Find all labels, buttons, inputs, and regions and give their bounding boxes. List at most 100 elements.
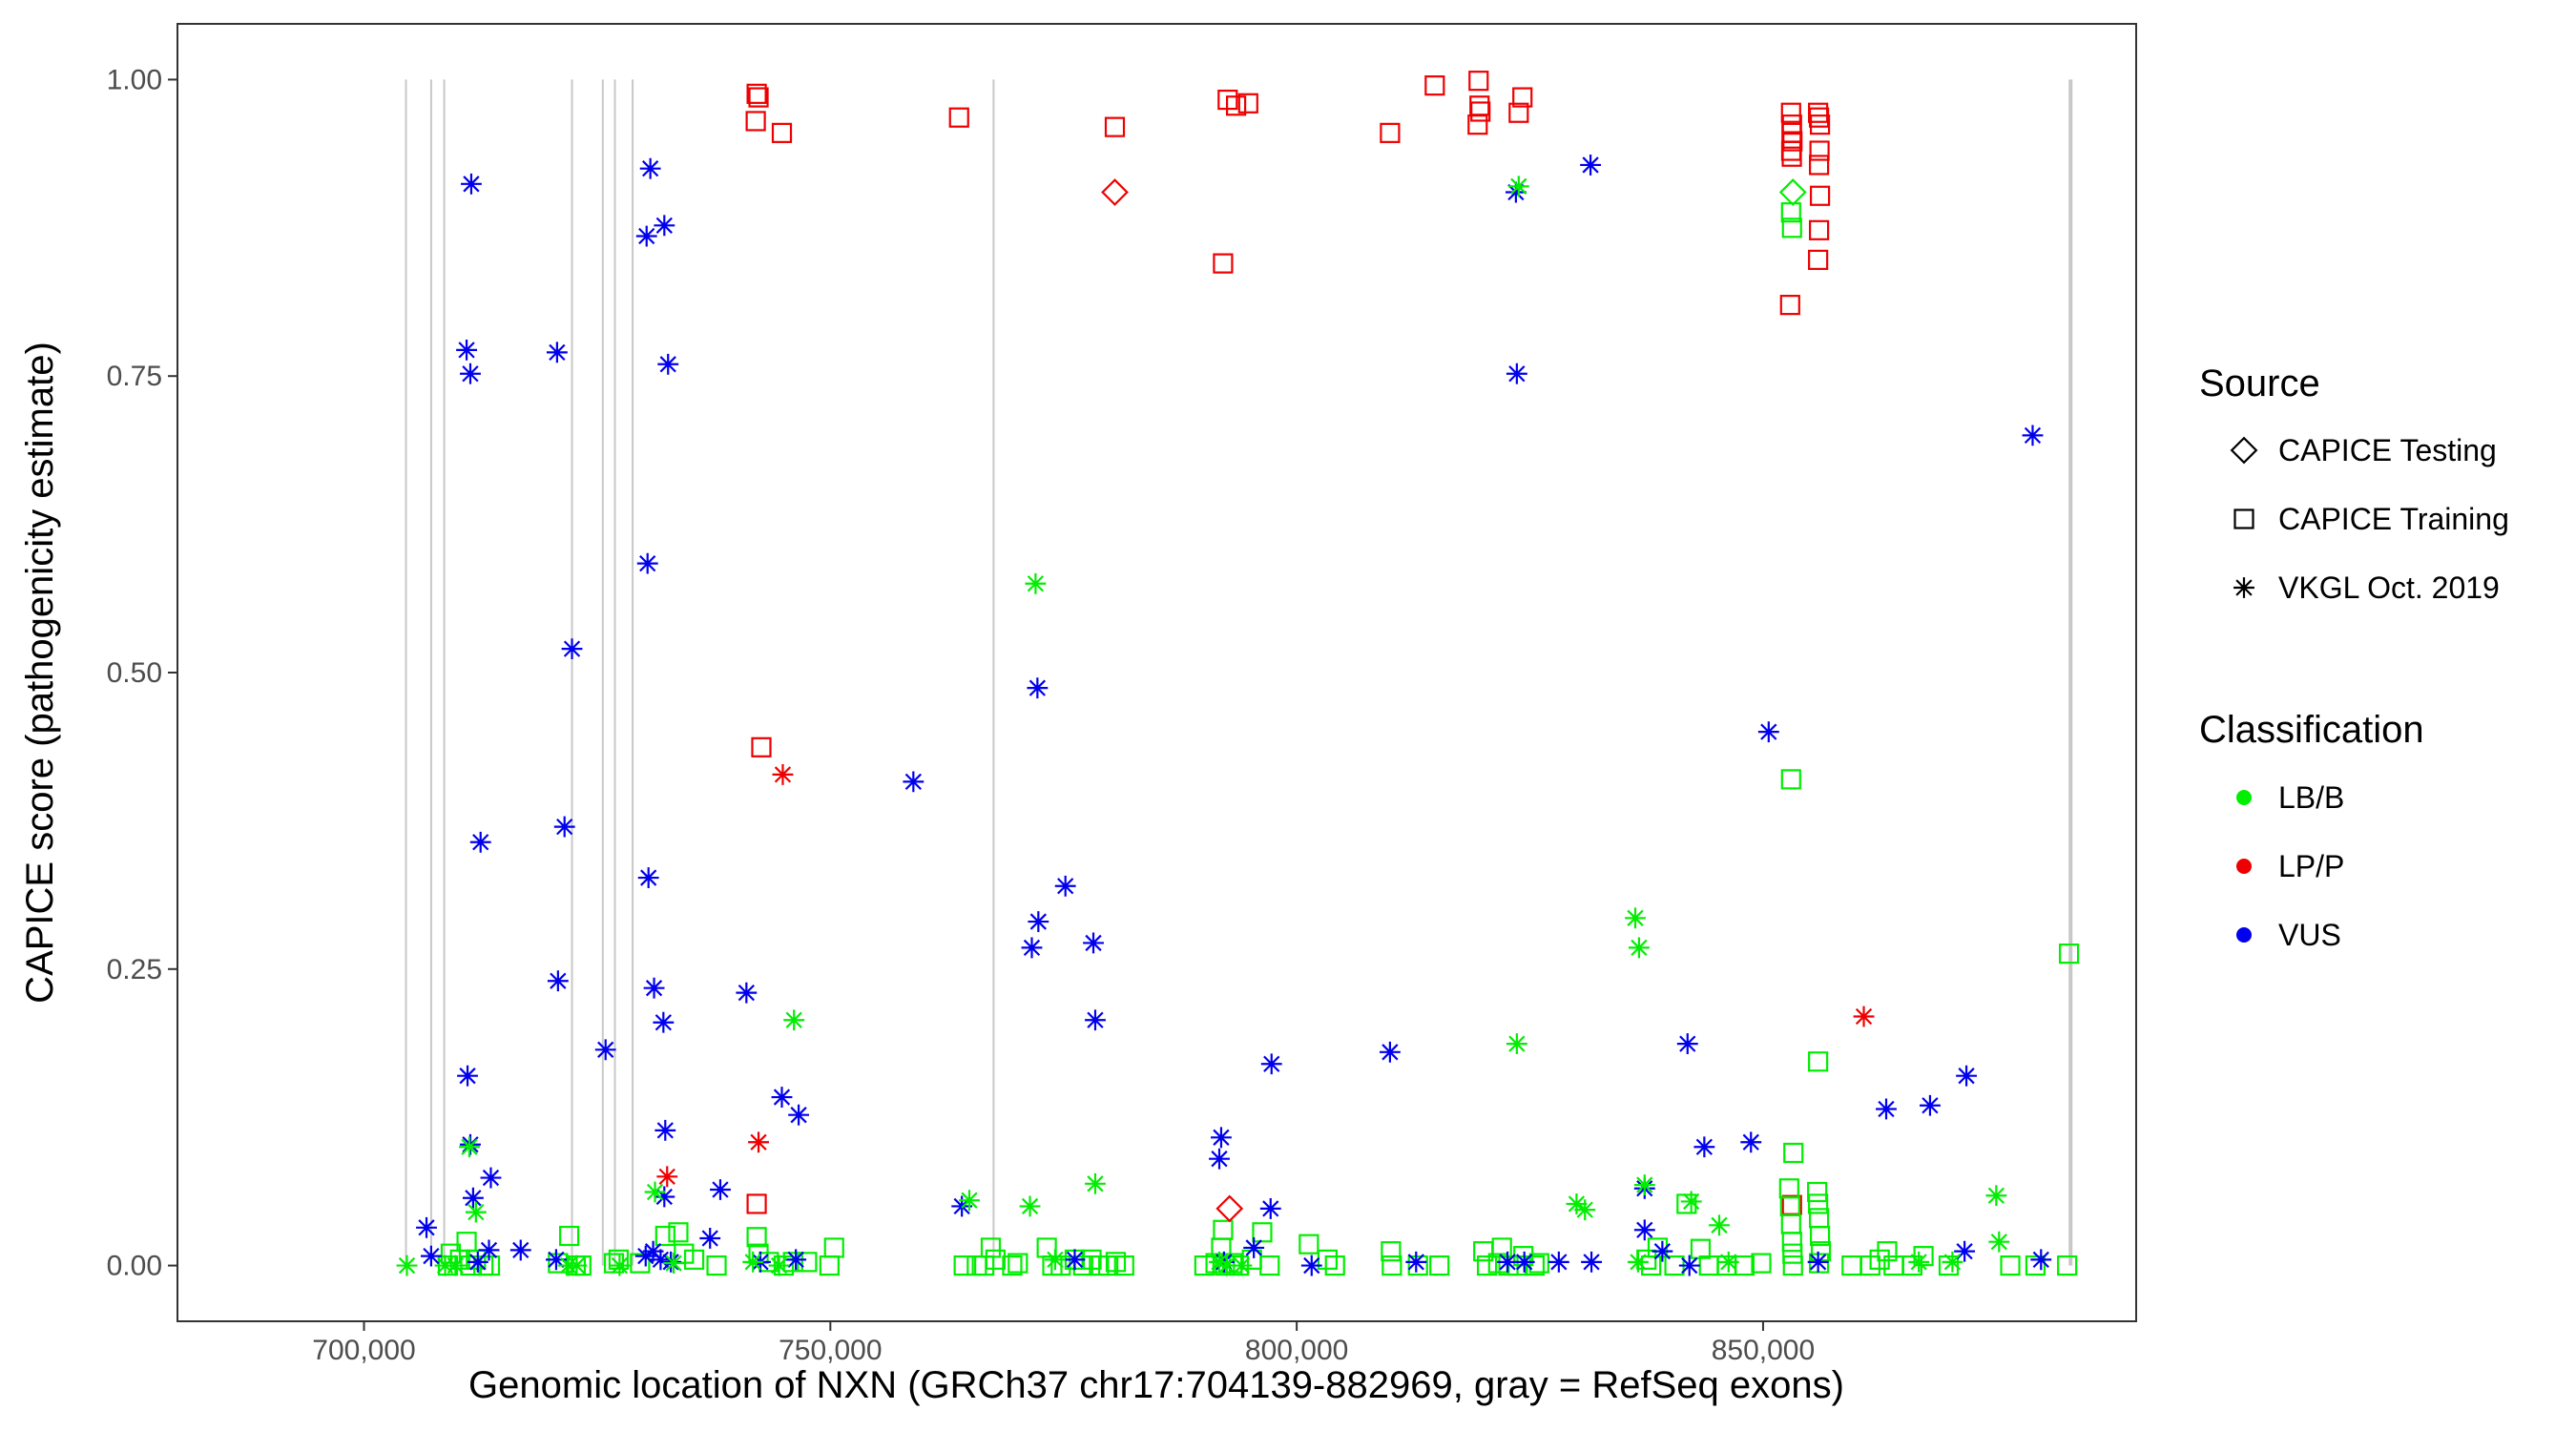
point-square-lp-p bbox=[1424, 75, 1445, 96]
point-square-lb-b bbox=[558, 1225, 580, 1247]
point-asterisk-lb-b bbox=[609, 1255, 631, 1276]
point-asterisk-vus bbox=[736, 982, 758, 1004]
point-asterisk-lb-b bbox=[1209, 1251, 1230, 1273]
point-asterisk-vus bbox=[1379, 1041, 1401, 1063]
legend-label-classification: VUS bbox=[2278, 918, 2341, 952]
point-asterisk-vus bbox=[1243, 1237, 1265, 1258]
point-asterisk-vus bbox=[461, 173, 482, 195]
point-square-lb-b bbox=[1528, 1253, 1549, 1274]
point-asterisk-vus bbox=[643, 977, 665, 999]
point-asterisk-vus bbox=[1506, 363, 1527, 384]
point-asterisk-vus bbox=[1920, 1094, 1941, 1116]
point-square-lp-p bbox=[1512, 87, 1533, 108]
point-asterisk-vus bbox=[653, 1011, 675, 1033]
point-asterisk-vus bbox=[546, 342, 568, 363]
point-square-lb-b bbox=[630, 1253, 651, 1274]
point-asterisk-vus bbox=[1676, 1033, 1698, 1055]
point-square-lb-b bbox=[1938, 1255, 1960, 1276]
point-diamond-lp-p bbox=[1215, 1194, 1244, 1223]
point-asterisk-vus bbox=[1505, 181, 1527, 203]
point-asterisk-vus bbox=[654, 1186, 675, 1208]
point-asterisk-lp-p bbox=[772, 763, 794, 785]
point-asterisk-lb-b bbox=[1085, 1172, 1106, 1194]
point-asterisk-lb-b bbox=[1709, 1214, 1730, 1236]
y-tick-label: 0.00 bbox=[107, 1251, 162, 1282]
legend-key-asterisk bbox=[2233, 577, 2254, 598]
legend-label-classification: LP/P bbox=[2278, 849, 2344, 883]
point-square-lb-b bbox=[1913, 1246, 1934, 1267]
point-asterisk-vus bbox=[561, 638, 583, 660]
point-asterisk-vus bbox=[467, 1251, 488, 1273]
point-square-lp-p bbox=[1779, 295, 1800, 316]
point-square-lb-b bbox=[746, 1227, 767, 1248]
point-square-lp-p bbox=[1237, 93, 1258, 114]
point-asterisk-vus bbox=[637, 867, 659, 888]
point-asterisk-vus bbox=[2022, 425, 2044, 446]
point-square-lb-b bbox=[1783, 1142, 1804, 1164]
point-square-lb-b bbox=[1252, 1222, 1273, 1243]
point-square-lp-p bbox=[746, 1193, 767, 1214]
point-asterisk-lb-b bbox=[1574, 1199, 1596, 1221]
point-square-lb-b bbox=[1381, 1255, 1402, 1276]
point-asterisk-vus bbox=[1054, 875, 1076, 897]
point-asterisk-vus bbox=[1693, 1136, 1715, 1158]
point-asterisk-vus bbox=[469, 831, 491, 853]
point-square-lp-p bbox=[1508, 102, 1529, 123]
point-asterisk-vus bbox=[1405, 1251, 1427, 1273]
point-asterisk-vus bbox=[460, 363, 481, 384]
point-asterisk-vus bbox=[1633, 1219, 1655, 1241]
point-square-lb-b bbox=[2025, 1255, 2046, 1276]
point-asterisk-lb-b bbox=[1988, 1231, 2010, 1253]
point-asterisk-vus bbox=[788, 1104, 810, 1126]
point-asterisk-vus bbox=[710, 1179, 731, 1200]
point-asterisk-lb-b bbox=[445, 1255, 467, 1276]
point-square-lb-b bbox=[1782, 1243, 1803, 1264]
legend-key-dot bbox=[2236, 790, 2252, 805]
point-asterisk-vus bbox=[420, 1245, 442, 1267]
point-asterisk-lb-b bbox=[1506, 1033, 1527, 1055]
point-asterisk-lb-b bbox=[459, 1136, 480, 1158]
point-asterisk-vus bbox=[660, 1251, 682, 1273]
point-asterisk-vus bbox=[1259, 1197, 1281, 1219]
point-asterisk-vus bbox=[1028, 911, 1049, 932]
point-asterisk-vus bbox=[1513, 1251, 1535, 1273]
point-asterisk-lb-b bbox=[1025, 572, 1047, 594]
point-asterisk-vus bbox=[547, 970, 569, 992]
point-square-lb-b bbox=[2000, 1255, 2021, 1276]
point-square-lb-b bbox=[823, 1237, 844, 1258]
point-square-lb-b bbox=[1734, 1255, 1755, 1276]
point-asterisk-vus bbox=[1300, 1255, 1322, 1276]
y-tick-label: 1.00 bbox=[107, 64, 162, 95]
point-square-lp-p bbox=[1808, 249, 1829, 270]
point-asterisk-vus bbox=[509, 1239, 531, 1261]
point-square-lb-b bbox=[953, 1255, 974, 1276]
point-asterisk-lb-b bbox=[1628, 1251, 1649, 1273]
point-asterisk-lb-b bbox=[959, 1190, 980, 1212]
point-asterisk-lp-p bbox=[1853, 1006, 1875, 1027]
point-asterisk-vus bbox=[1497, 1251, 1519, 1273]
point-asterisk-vus bbox=[639, 157, 661, 179]
point-asterisk-vus bbox=[1740, 1131, 1762, 1153]
point-square-lb-b bbox=[1751, 1253, 1772, 1274]
x-tick-label: 850,000 bbox=[1712, 1335, 1815, 1366]
point-square-lp-p bbox=[1809, 219, 1830, 240]
point-asterisk-lb-b bbox=[1019, 1195, 1041, 1217]
point-asterisk-vus bbox=[635, 225, 657, 247]
point-asterisk-vus bbox=[553, 816, 575, 838]
point-square-lp-p bbox=[1467, 114, 1488, 135]
point-square-lp-p bbox=[1468, 71, 1489, 92]
point-square-lb-b bbox=[985, 1249, 1006, 1270]
point-asterisk-vus bbox=[1260, 1053, 1282, 1075]
point-asterisk-lb-b bbox=[1231, 1255, 1253, 1276]
point-asterisk-lb-b bbox=[768, 1255, 790, 1276]
legend-key-square bbox=[2233, 508, 2254, 529]
x-tick-label: 750,000 bbox=[779, 1335, 882, 1366]
point-asterisk-vus bbox=[654, 215, 675, 237]
point-square-lp-p bbox=[771, 122, 793, 143]
point-asterisk-vus bbox=[1678, 1255, 1700, 1276]
y-axis-title: CAPICE score (pathogenicity estimate) bbox=[19, 342, 61, 1004]
point-asterisk-lb-b bbox=[1908, 1251, 1930, 1273]
point-asterisk-lb-b bbox=[396, 1255, 418, 1276]
legend-title-source: Source bbox=[2199, 363, 2320, 404]
